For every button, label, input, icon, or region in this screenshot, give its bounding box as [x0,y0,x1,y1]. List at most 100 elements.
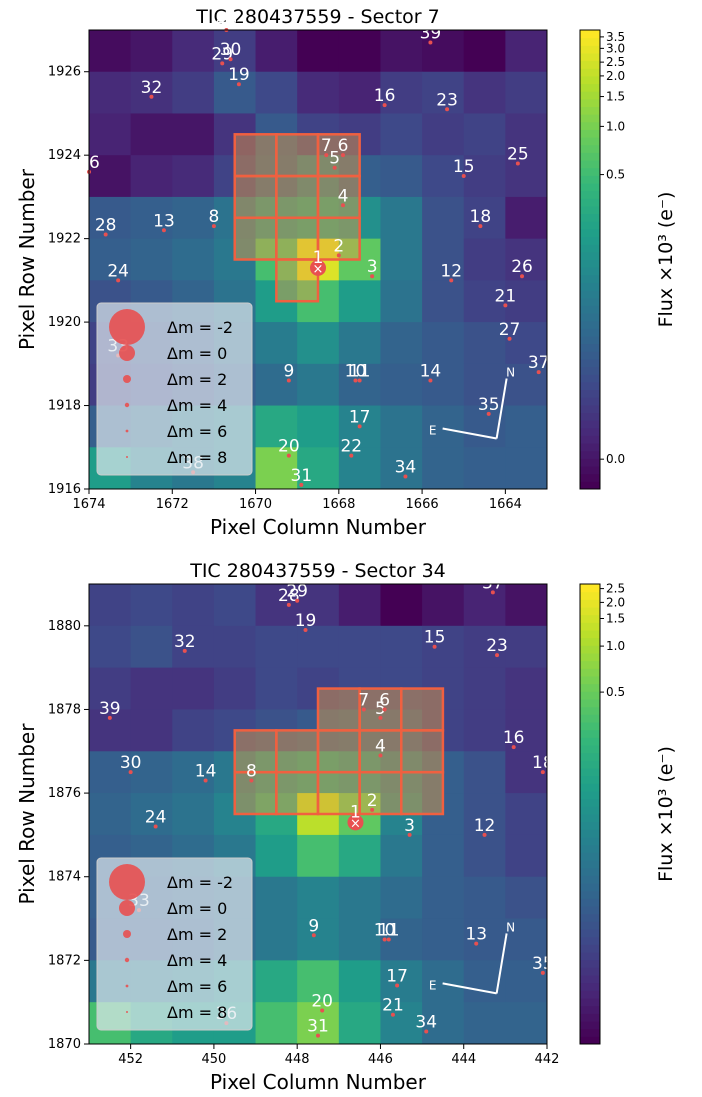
pixel-cell [380,280,423,323]
pixel-cell [380,447,423,490]
colorbar-tick-label: 3.5 [606,30,625,44]
colorbar-segment [580,114,600,123]
pixel-cell [297,447,340,490]
star-label: 14 [420,362,442,382]
aperture-pixel [275,174,320,220]
aperture-pixel [358,770,403,816]
pixel-cell [255,447,298,490]
star-point [299,482,304,487]
colorbar-segment [580,867,600,876]
colorbar-segment [580,791,600,800]
pixel-cell [297,918,340,961]
pixel-cell [505,113,548,156]
pixel-cell [463,584,506,627]
star-label: 5 [329,149,340,169]
pixel-cell [130,584,173,627]
colorbar-segment [580,783,600,792]
pixel-cell [505,709,548,752]
colorbar-segment [580,366,600,375]
colorbar-segment [580,806,600,815]
colorbar-segment [580,929,600,938]
pixel-cell [338,280,381,323]
pixel-cell [380,155,423,198]
colorbar-segment [580,683,600,692]
star-point [332,165,337,170]
pixel-cell [505,405,548,448]
legend: Δm = -2 Δm = 0 Δm = 2 Δm = 4 Δm = 6 Δm = 8 [96,857,253,1031]
pixel-cell [130,71,173,114]
colorbar-segment [580,282,600,291]
pixel-cell [297,405,340,448]
star-label: 11 [378,920,400,940]
star-point [378,715,383,720]
star-point [182,648,187,653]
colorbar-segment [580,737,600,746]
star-label: 17 [349,407,371,427]
colorbar-segment [580,760,600,769]
colorbar-segment [580,83,600,92]
star-label: 35 [532,954,554,974]
colorbar-segment [580,936,600,945]
x-tick-label: 1666 [406,497,439,512]
star-label: 28 [95,215,117,235]
pixel-cell [380,196,423,240]
star-label: 9 [308,916,319,936]
colorbar-segment [580,481,600,490]
star-label: 8 [246,762,257,782]
pixel-cell [463,751,506,794]
pixel-cell [422,625,465,669]
colorbar-segment [580,328,600,337]
star-label: 32 [141,78,163,98]
legend-marker [124,957,130,963]
y-tick-label: 1918 [48,399,81,414]
pixel-cell [130,155,173,198]
star-label: 40 [216,11,238,31]
pixel-cell [463,363,506,407]
star-point [286,378,291,383]
star-label: 37 [528,353,550,373]
colorbar-segment [580,906,600,915]
compass: NE [429,366,515,440]
pixel-cell [297,960,340,1003]
pixel-cell [422,447,465,490]
colorbar-segment [580,998,600,1007]
colorbar-segment [580,829,600,838]
star-label: 21 [382,996,404,1016]
pixel-cell [505,793,548,836]
star-label: 10 [345,362,367,382]
colorbar-segment [580,775,600,784]
star-label: 31 [291,466,313,486]
star-label: 6 [379,690,390,710]
colorbar-segment [580,722,600,731]
star-label: 17 [386,966,408,986]
x-tick-label: 444 [451,1052,476,1067]
star-label: 31 [307,1017,329,1037]
colorbar-segment [580,699,600,708]
colorbar-segment [580,883,600,892]
pixel-cell [422,918,465,961]
colorbar-label: Flux ×10³ (e⁻) [655,192,677,328]
y-tick-label: 1874 [48,870,81,885]
star-label: 18 [470,207,492,227]
star-point [320,1008,325,1013]
pixel-cell [213,584,257,627]
star-point [295,598,300,603]
legend-marker [124,402,130,408]
colorbar-segment [580,75,600,85]
colorbar-segment [580,952,600,961]
star-label: 14 [195,762,217,782]
y-tick-label: 1880 [48,619,81,634]
colorbar-segment [580,152,600,161]
star-point [357,378,362,383]
pixel-cell [463,876,506,920]
y-tick-label: 1926 [48,65,81,80]
colorbar-segment [580,637,600,646]
star-label: 27 [499,320,521,340]
aperture-pixel [316,729,361,774]
colorbar-frame [579,29,601,490]
colorbar-segment [580,875,600,884]
target-marker: × [350,816,361,831]
star-point [220,61,225,66]
